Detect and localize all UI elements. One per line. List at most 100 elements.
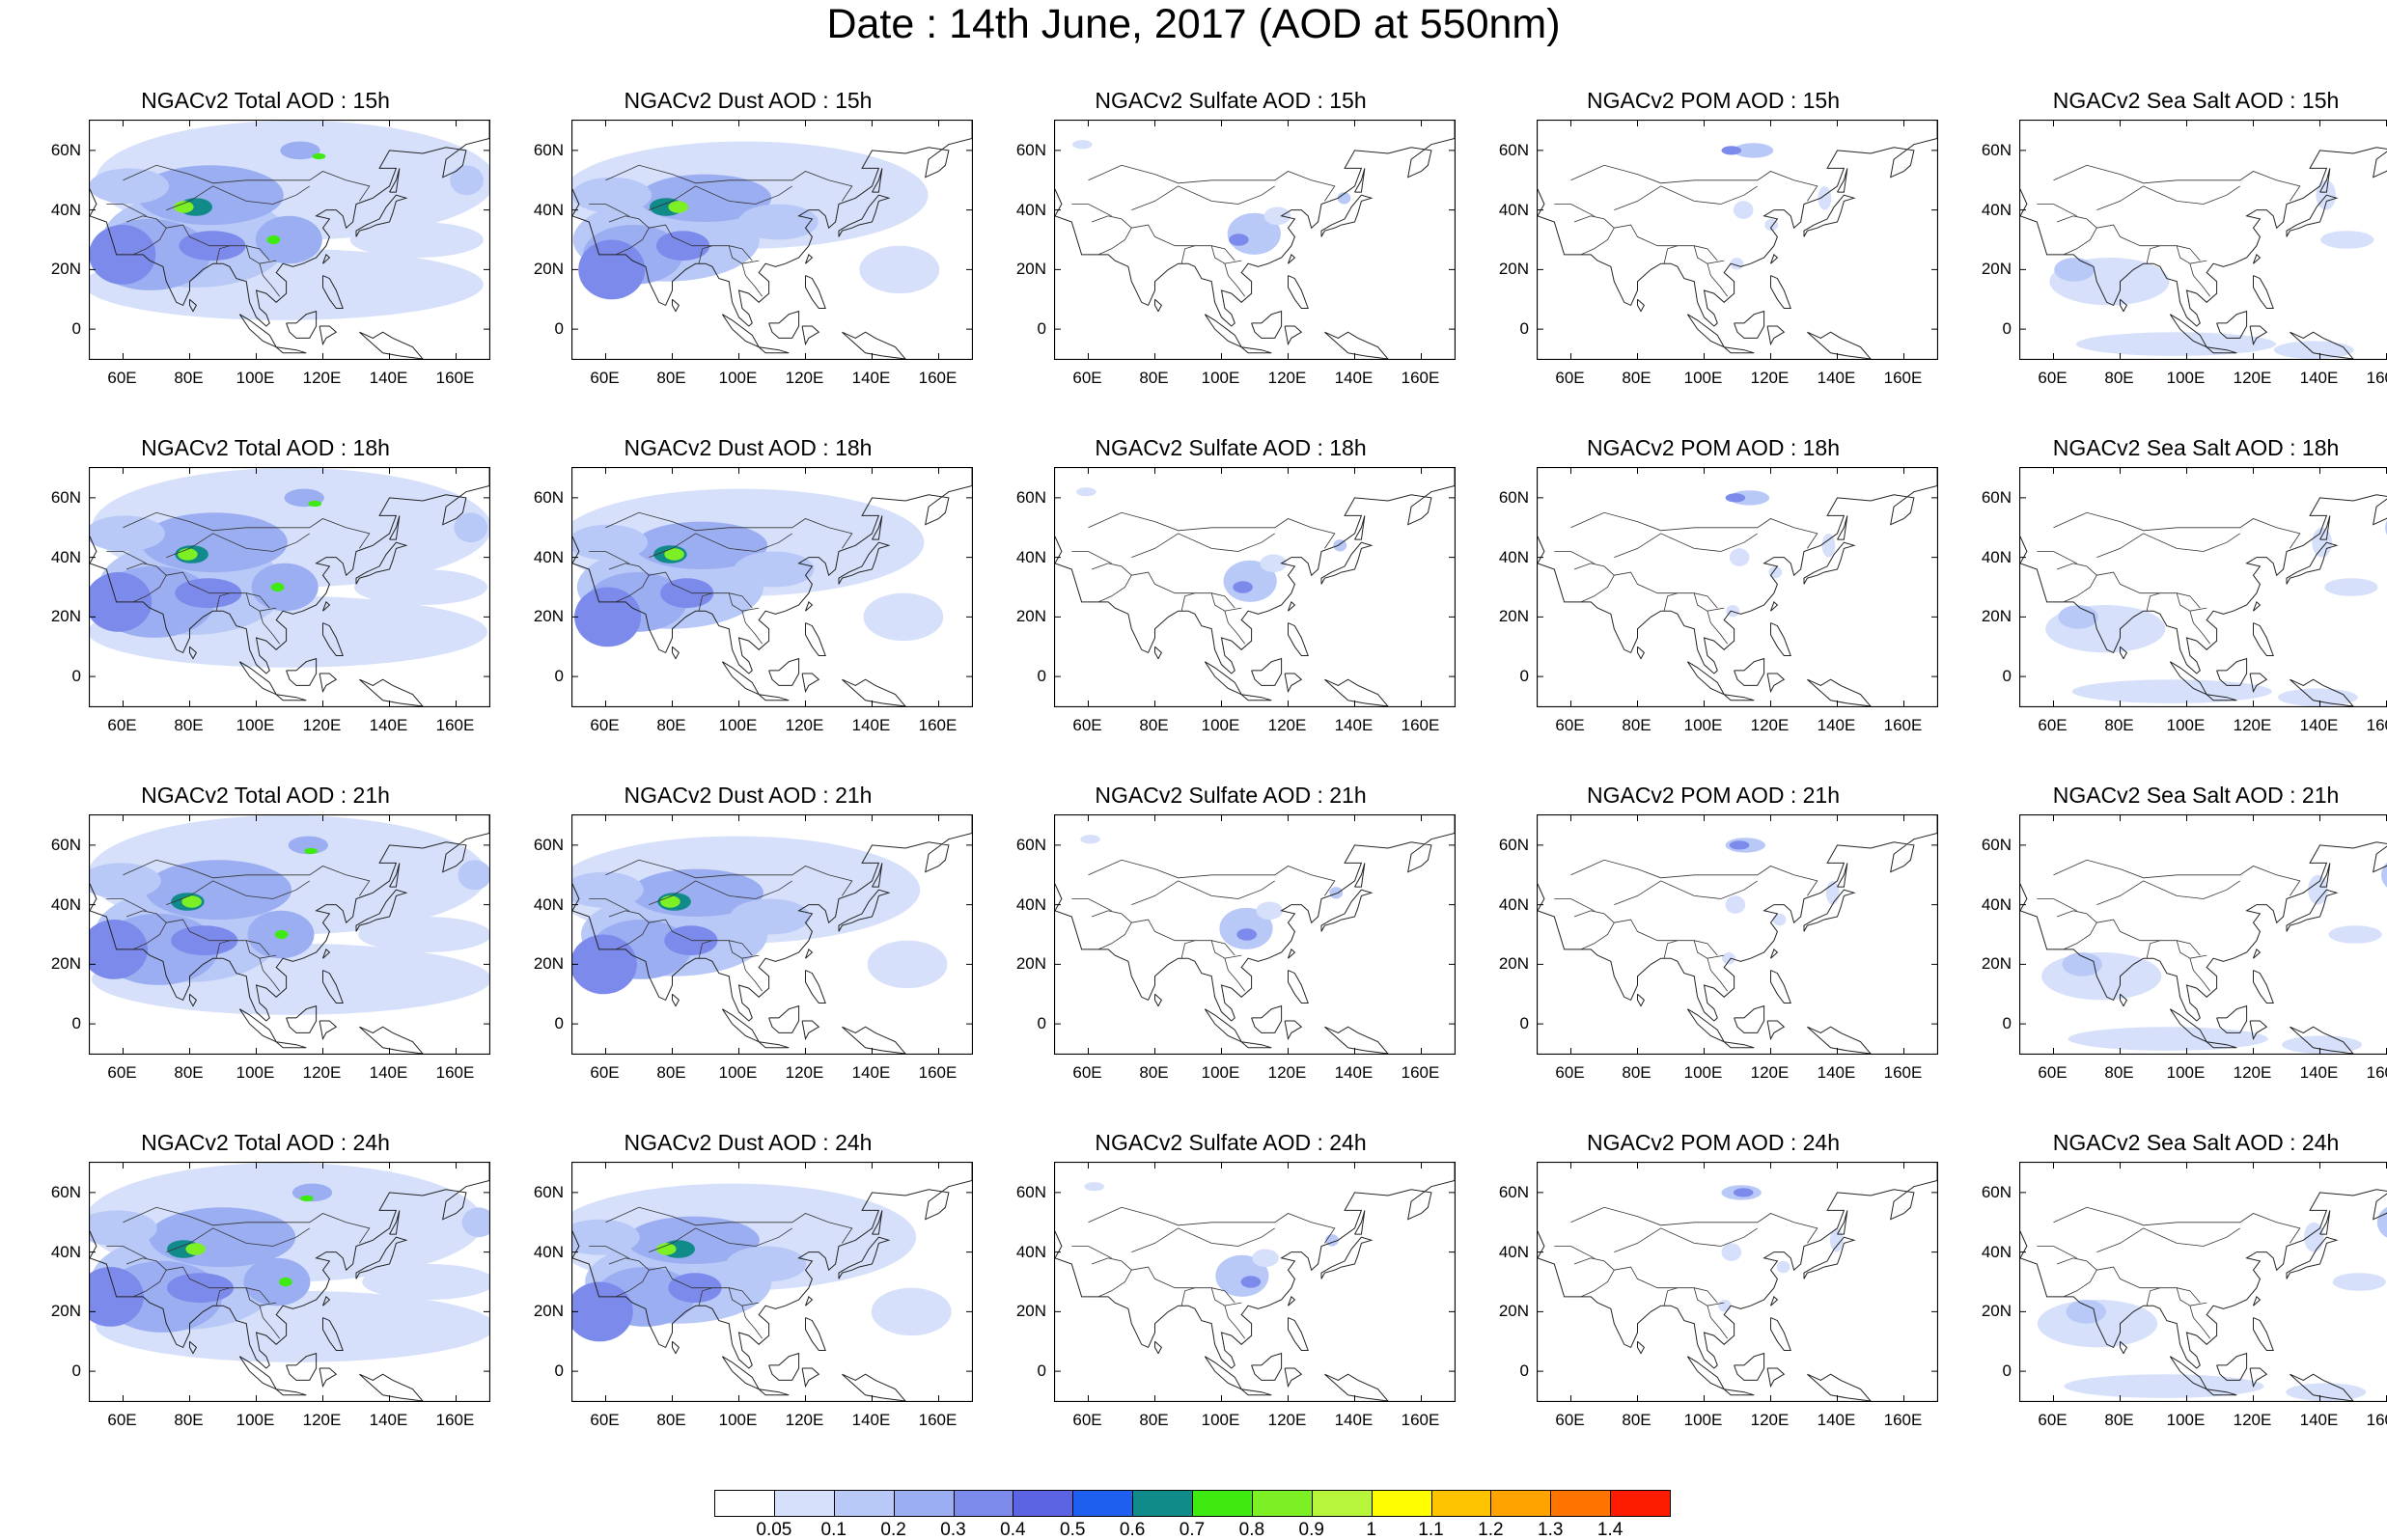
- coastline: [872, 863, 883, 888]
- country-border: [649, 185, 792, 210]
- aod-shading: [288, 836, 328, 855]
- coastline: [286, 310, 318, 339]
- coastline: [842, 331, 906, 359]
- map-plot: [2019, 1162, 2387, 1402]
- coastline: [2206, 1041, 2237, 1049]
- coastline: [1288, 601, 1296, 612]
- lon-label: 80E: [1139, 1411, 1169, 1429]
- lon-label: 100E: [1201, 1411, 1240, 1429]
- map-plot: [2019, 120, 2387, 360]
- aod-shading: [1263, 206, 1291, 226]
- coastline: [801, 1367, 820, 1389]
- coastline: [1807, 331, 1872, 359]
- lon-label: 160E: [918, 1411, 958, 1429]
- coastline: [1320, 541, 1374, 585]
- country-border: [125, 1257, 167, 1298]
- country-border: [2037, 551, 2077, 564]
- coastline: [1734, 657, 1765, 686]
- coastline: [1637, 1340, 1646, 1355]
- map-panel-total-3: NGACv2 Total AOD : 24h 60N 40N 20N 0 60E 80E 10…: [39, 1129, 492, 1476]
- lon-label: 120E: [302, 1411, 342, 1429]
- coastline: [275, 1389, 307, 1396]
- coastline: [2249, 1367, 2268, 1389]
- coastline: [319, 1020, 338, 1041]
- lon-label: 140E: [851, 1411, 891, 1429]
- map-panel-total-1: NGACv2 Total AOD : 18h 60N 40N 20N 0 60E 80E 10…: [39, 434, 492, 782]
- map-frame: [571, 120, 973, 360]
- coastline: [1803, 889, 1856, 932]
- coastline: [805, 622, 826, 656]
- coastline: [2290, 1373, 2354, 1401]
- lat-label: 40N: [1498, 894, 1529, 914]
- country-border: [2096, 880, 2240, 905]
- colorbar-label: 0.6: [1119, 1520, 1146, 1540]
- colorbar-swatch: [1490, 1490, 1552, 1517]
- country-border: [1131, 1266, 1242, 1306]
- coastline: [768, 310, 800, 339]
- aod-shading: [90, 168, 170, 205]
- coastline: [2216, 1004, 2248, 1033]
- coastline: [2020, 494, 2387, 674]
- aod-shading: [2312, 527, 2332, 558]
- colorbar-swatch: [893, 1490, 955, 1517]
- lat-label: 0: [2002, 319, 2012, 339]
- lon-label: 80E: [2104, 716, 2134, 734]
- aod-shading: [730, 898, 811, 935]
- coastline: [1723, 694, 1755, 701]
- lon-label: 100E: [1201, 716, 1240, 734]
- country-border: [1663, 940, 1679, 959]
- lat-label: 20N: [533, 607, 564, 626]
- coastline: [2249, 325, 2268, 346]
- aod-shading: [1233, 581, 1253, 593]
- country-border: [741, 1306, 763, 1339]
- aod-shading: [461, 1207, 489, 1238]
- lon-label: 140E: [851, 369, 891, 387]
- map-plot: [89, 814, 490, 1055]
- aod-shading: [2058, 605, 2098, 629]
- aod-shading: [90, 1210, 157, 1247]
- aod-shading: [2282, 1035, 2362, 1054]
- coastline: [90, 815, 489, 1022]
- country-border: [125, 910, 167, 950]
- country-border: [2037, 1246, 2077, 1259]
- country-border: [246, 940, 270, 956]
- lat-label: 60N: [1015, 1182, 1046, 1201]
- lon-label: 120E: [2233, 1411, 2272, 1429]
- lat-label: 40N: [1498, 200, 1529, 219]
- lon-label: 60E: [590, 1411, 620, 1429]
- country-border: [246, 1287, 270, 1304]
- coastline: [805, 275, 826, 309]
- lon-label: 60E: [590, 716, 620, 734]
- lon-label: 60E: [1555, 369, 1585, 387]
- lat-label: 60N: [1015, 140, 1046, 159]
- country-border: [1614, 571, 1725, 612]
- coastline: [758, 694, 790, 701]
- map-plot: [89, 120, 490, 360]
- coastline: [1055, 815, 1455, 1022]
- country-border: [259, 611, 281, 645]
- country-border: [649, 919, 760, 959]
- lon-label: 160E: [2366, 1411, 2387, 1429]
- coastline: [1637, 993, 1646, 1007]
- coastline: [758, 1041, 790, 1049]
- coastline: [2120, 646, 2128, 660]
- country-border: [259, 263, 281, 297]
- lat-label: 40N: [50, 547, 81, 566]
- coastline: [1538, 1163, 1937, 1369]
- country-border: [2037, 204, 2077, 217]
- coastline: [359, 331, 424, 359]
- lon-label: 60E: [2038, 1411, 2068, 1429]
- lon-label: 120E: [1267, 1063, 1307, 1082]
- lat-label: 60N: [50, 487, 81, 507]
- aod-shading: [2068, 1027, 2268, 1051]
- aod-shading: [270, 582, 285, 592]
- coastline: [1204, 1008, 1243, 1043]
- lat-label: 60N: [50, 1182, 81, 1201]
- coastline: [2286, 889, 2339, 932]
- coastline: [2319, 168, 2331, 193]
- coastline: [1734, 310, 1765, 339]
- coastline: [2206, 346, 2237, 354]
- coastline: [355, 1236, 408, 1279]
- map-panel-dust-2: NGACv2 Dust AOD : 21h 60N 40N 20N 0 60E 80E 100…: [521, 782, 975, 1129]
- lat-label: 20N: [1498, 1302, 1529, 1321]
